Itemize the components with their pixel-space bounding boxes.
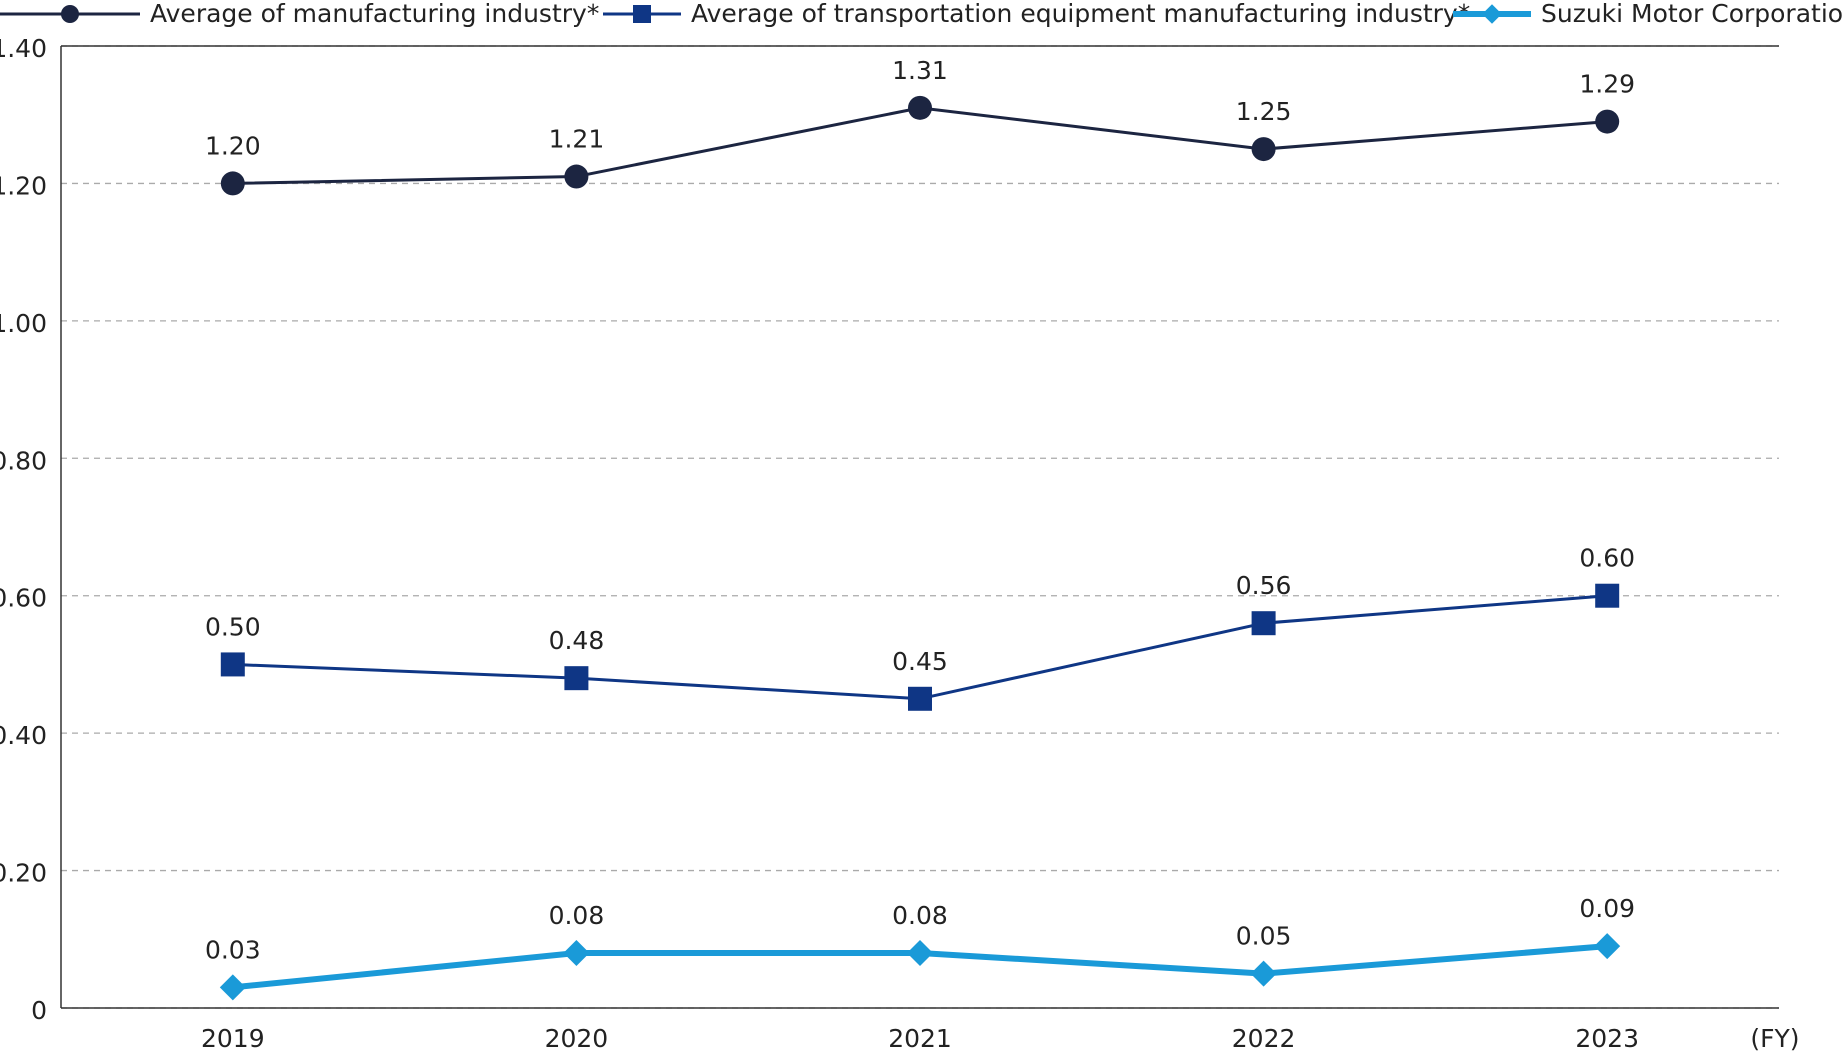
x-tick-label: 2022 [1232, 1024, 1296, 1052]
data-point [1251, 137, 1276, 162]
data-point [564, 666, 589, 691]
legend-marker [61, 5, 79, 23]
data-point [220, 171, 245, 196]
y-tick-label: 0.60 [0, 584, 47, 613]
data-label: 0.03 [205, 935, 261, 964]
y-tick-label: 0 [31, 996, 47, 1025]
data-point [220, 652, 245, 677]
legend-label: Average of manufacturing industry* [150, 0, 599, 28]
data-point [908, 95, 932, 120]
data-label: 1.20 [205, 131, 261, 160]
data-label: 0.60 [1579, 544, 1635, 573]
legend-marker [1482, 4, 1502, 24]
data-point [907, 940, 933, 967]
x-tick-label: 2021 [888, 1024, 952, 1052]
data-label: 0.56 [1236, 571, 1292, 600]
data-label: 1.31 [892, 56, 948, 85]
x-tick-label: 2019 [201, 1024, 265, 1052]
x-tick-label: 2023 [1575, 1024, 1639, 1052]
data-label: 0.48 [549, 626, 605, 655]
legend-label: Suzuki Motor Corporation [1541, 0, 1842, 28]
data-label: 0.08 [892, 901, 948, 930]
y-tick-label: 0.80 [0, 446, 47, 475]
data-label: 1.29 [1579, 70, 1635, 99]
x-tick-label: 2020 [545, 1024, 609, 1052]
data-point [1595, 583, 1620, 608]
y-tick-label: 1.00 [0, 309, 47, 338]
data-label: 0.50 [205, 612, 261, 641]
x-axis-label: (FY) [1750, 1024, 1799, 1052]
y-tick-label: 1.40 [0, 34, 47, 63]
data-point [1250, 960, 1277, 987]
data-point [1594, 933, 1621, 960]
data-point [908, 686, 932, 711]
data-label: 1.21 [549, 125, 605, 154]
data-label: 0.45 [892, 647, 948, 676]
data-label: 0.09 [1579, 894, 1635, 923]
legend-marker [633, 5, 651, 23]
y-tick-label: 1.20 [0, 171, 47, 200]
data-point [564, 164, 589, 189]
legend-label: Average of transportation equipment manu… [691, 0, 1470, 28]
data-label: 1.25 [1236, 97, 1292, 126]
data-point [563, 940, 590, 967]
data-label: 0.08 [549, 901, 605, 930]
data-point [1251, 611, 1276, 636]
y-tick-label: 0.20 [0, 859, 47, 888]
y-tick-label: 0.40 [0, 721, 47, 750]
data-point [219, 974, 246, 1001]
data-point [1595, 109, 1620, 134]
data-label: 0.05 [1236, 922, 1292, 951]
